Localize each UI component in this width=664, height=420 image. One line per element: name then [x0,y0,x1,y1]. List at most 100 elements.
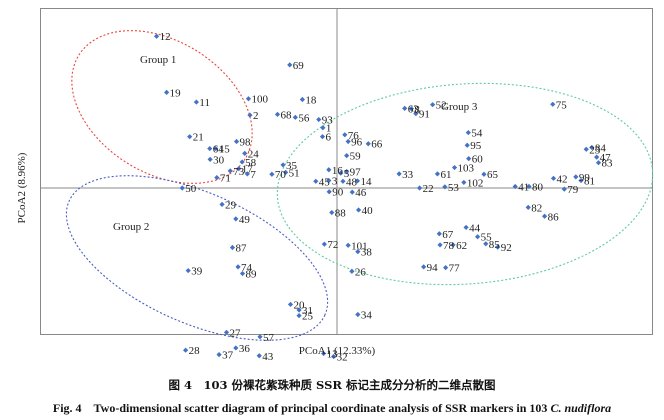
data-point-57 [257,334,263,340]
point-label-35: 35 [286,160,298,172]
point-label-64: 64 [213,144,225,156]
point-label-98: 98 [240,137,252,149]
data-point-82 [525,204,531,210]
data-point-64 [207,145,213,152]
group-label-2: Group 2 [113,221,149,233]
data-point-11 [193,99,199,105]
data-point-90 [326,189,332,195]
point-label-29: 29 [225,199,237,211]
point-label-94: 94 [427,262,439,274]
point-label-36: 36 [239,343,251,355]
data-point-40 [355,207,362,213]
point-label-74: 74 [241,262,253,274]
data-point-69 [287,62,293,68]
point-label-72: 72 [327,239,338,251]
point-label-69: 69 [293,60,305,72]
point-label-47: 47 [600,152,612,164]
point-label-28: 28 [189,345,201,357]
data-point-50 [179,185,185,191]
point-label-82: 82 [531,202,542,214]
data-point-80 [526,183,532,190]
point-label-89: 89 [246,269,258,281]
data-point-3 [326,177,332,184]
point-label-1: 1 [326,123,332,135]
data-point-99 [573,174,579,180]
data-point-56 [292,114,298,120]
point-label-102: 102 [467,177,484,189]
data-point-92 [495,244,501,250]
data-point-30 [207,156,213,162]
data-point-53 [442,184,448,190]
point-label-51: 51 [289,167,300,179]
data-point-21 [187,134,193,140]
point-label-40: 40 [362,205,374,217]
data-point-87 [229,244,236,251]
point-label-75: 75 [556,99,568,111]
point-label-84: 84 [595,142,607,154]
point-label-52: 52 [436,100,447,112]
data-point-77 [443,265,449,271]
point-label-73: 73 [233,166,245,178]
point-label-31: 31 [302,305,313,317]
data-point-39 [185,267,191,274]
point-label-55: 55 [481,232,493,244]
data-point-44 [463,224,469,231]
data-point-101 [345,242,351,248]
data-point-19 [164,89,170,95]
data-point-43 [256,353,262,359]
data-point-103 [451,164,458,171]
data-point-38 [355,249,361,255]
data-point-48 [340,178,346,184]
point-label-39: 39 [191,266,203,278]
point-label-101: 101 [351,240,368,252]
axes [41,9,652,334]
point-label-18: 18 [305,94,317,106]
point-label-21: 21 [193,132,204,144]
data-point-75 [550,101,556,107]
data-point-7 [244,171,250,177]
group-label-1: Group 1 [140,54,176,66]
data-point-33 [396,171,402,177]
data-point-70 [269,171,275,177]
data-point-47 [594,154,600,160]
point-label-99: 99 [579,172,591,184]
x-axis-title: PCoA1 (12.33%) [299,345,376,357]
data-point-63 [402,105,408,111]
point-label-62: 62 [456,240,467,252]
point-label-37: 37 [222,350,234,362]
figure-caption-english-text: Fig. 4 Two-dimensional scatter diagram o… [52,401,551,415]
data-point-35 [280,162,286,168]
data-point-8 [408,106,414,112]
point-label-23: 23 [589,144,601,156]
data-point-73 [227,168,233,174]
point-label-16: 16 [332,165,344,177]
data-point-58 [239,159,245,165]
point-label-71: 71 [220,173,231,185]
point-label-46: 46 [355,187,367,199]
data-point-76 [342,132,348,138]
data-point-84 [589,144,595,151]
data-point-46 [349,189,355,195]
group-2-ellipse [65,175,329,341]
point-label-56: 56 [298,112,310,124]
point-label-57: 57 [263,332,275,344]
data-point-71 [214,174,220,181]
data-point-18 [299,96,306,103]
figure-caption-chinese: 图 4 103 份裸花紫珠种质 SSR 标记主成分分析的二维点散图 [168,378,496,392]
figure-caption-english: Fig. 4 Two-dimensional scatter diagram o… [0,399,664,416]
data-point-83 [595,160,602,166]
data-point-68 [274,111,281,117]
data-point-29 [219,201,225,207]
figure-caption-species: C. nudiflora [550,401,612,415]
point-label-100: 100 [251,94,268,106]
point-label-11: 11 [199,97,210,109]
data-point-31 [296,307,302,313]
point-label-91: 91 [419,109,430,121]
point-label-33: 33 [402,169,414,181]
data-point-52 [430,102,436,108]
data-point-60 [466,156,472,162]
point-label-96: 96 [351,137,363,149]
data-point-25 [296,312,302,319]
